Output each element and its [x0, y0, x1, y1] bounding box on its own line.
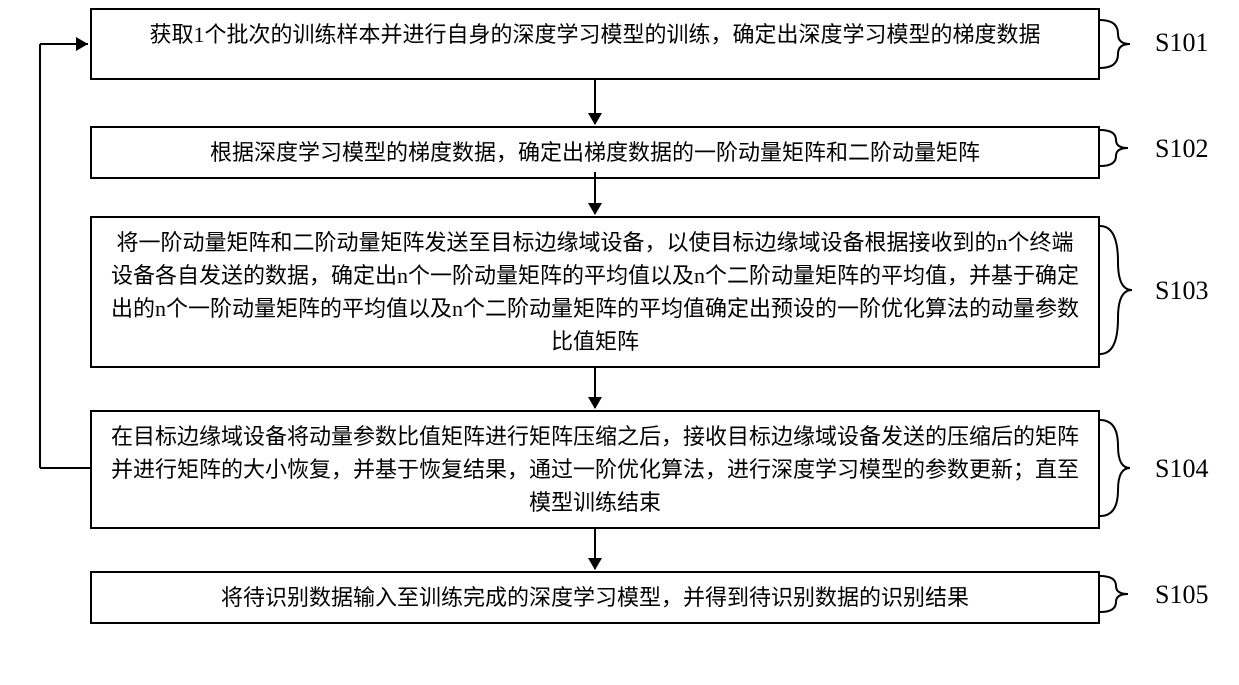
- label-s105: S105: [1155, 580, 1208, 610]
- step-s103: 将一阶动量矩阵和二阶动量矩阵发送至目标边缘域设备，以使目标边缘域设备根据接收到的…: [90, 216, 1100, 368]
- step-s104: 在目标边缘域设备将动量参数比值矩阵进行矩阵压缩之后，接收目标边缘域设备发送的压缩…: [90, 410, 1100, 529]
- step-s104-text: 在目标边缘域设备将动量参数比值矩阵进行矩阵压缩之后，接收目标边缘域设备发送的压缩…: [111, 424, 1079, 515]
- arrow-s103-s104: [594, 366, 596, 408]
- label-s104: S104: [1155, 454, 1208, 484]
- brace-s101: [1100, 16, 1160, 72]
- label-s102: S102: [1155, 134, 1208, 164]
- step-s105: 将待识别数据输入至训练完成的深度学习模型，并得到待识别数据的识别结果: [90, 571, 1100, 624]
- step-s101-text: 获取1个批次的训练样本并进行自身的深度学习模型的训练，确定出深度学习模型的梯度数…: [149, 22, 1040, 47]
- brace-s105: [1100, 574, 1160, 614]
- brace-s103: [1100, 222, 1160, 358]
- brace-s102: [1100, 128, 1160, 168]
- brace-s104: [1100, 416, 1160, 520]
- label-s103: S103: [1155, 276, 1208, 306]
- step-s102-text: 根据深度学习模型的梯度数据，确定出梯度数据的一阶动量矩阵和二阶动量矩阵: [210, 140, 980, 165]
- arrow-s104-s105: [594, 527, 596, 569]
- arrow-s101-s102: [594, 80, 596, 124]
- label-s101: S101: [1155, 28, 1208, 58]
- step-s103-text: 将一阶动量矩阵和二阶动量矩阵发送至目标边缘域设备，以使目标边缘域设备根据接收到的…: [111, 230, 1079, 354]
- arrow-s102-s103: [594, 172, 596, 214]
- step-s105-text: 将待识别数据输入至训练完成的深度学习模型，并得到待识别数据的识别结果: [221, 585, 969, 610]
- loop-back-arrow: [0, 0, 100, 550]
- step-s101: 获取1个批次的训练样本并进行自身的深度学习模型的训练，确定出深度学习模型的梯度数…: [90, 8, 1100, 80]
